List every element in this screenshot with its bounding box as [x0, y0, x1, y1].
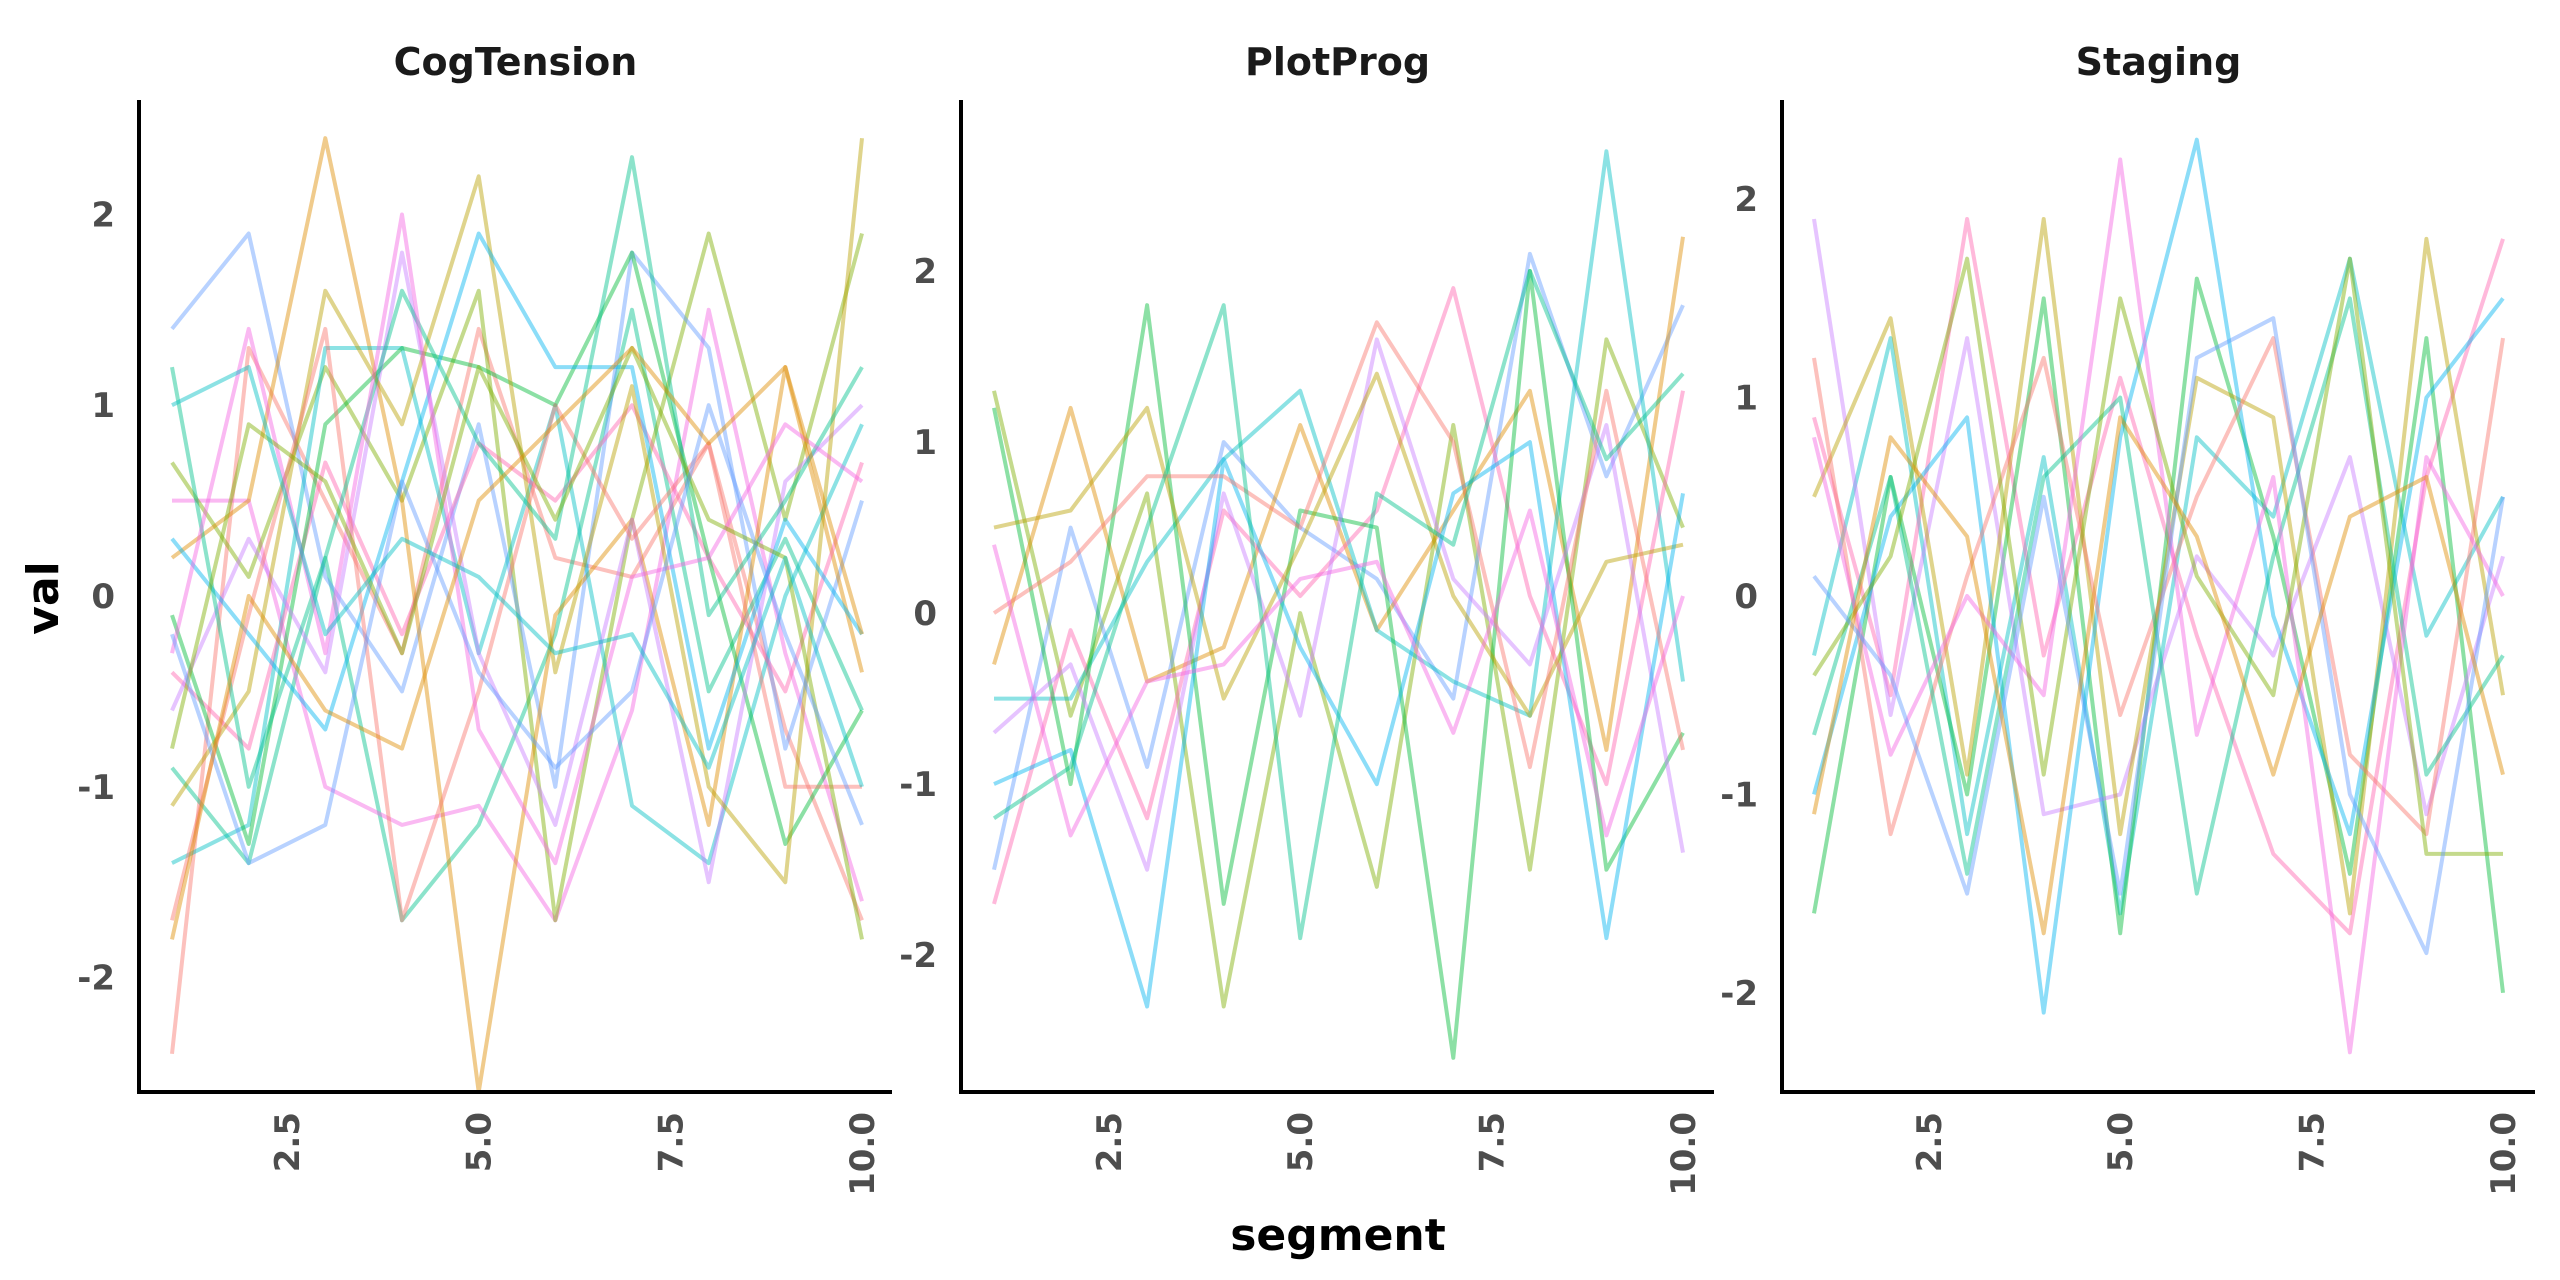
x-tick-label: 7.5 — [1473, 1112, 1513, 1172]
series-line — [170, 250, 864, 885]
series-line — [992, 251, 1685, 871]
series-line — [992, 236, 1685, 752]
y-tick-label: 1 — [1734, 379, 1758, 419]
series-line — [992, 286, 1685, 905]
y-tick-label: 0 — [1734, 577, 1758, 617]
series-line — [992, 320, 1685, 769]
series-line — [170, 346, 864, 940]
x-tick-label: 10.0 — [2484, 1112, 2524, 1196]
y-tick-label: -2 — [899, 936, 937, 976]
series-line — [170, 403, 864, 751]
series-line — [1812, 217, 2505, 936]
series-line — [1812, 276, 2505, 994]
y-tick-label: 1 — [913, 423, 937, 463]
series-line — [170, 231, 864, 789]
series-line — [170, 326, 862, 923]
x-tick-label: 5.0 — [460, 1112, 500, 1172]
y-tick-label: -2 — [1720, 974, 1758, 1014]
series-line — [992, 337, 1685, 872]
series-line — [170, 231, 864, 923]
series-line — [1812, 316, 2505, 956]
series-line — [170, 212, 864, 866]
series-line — [992, 269, 1685, 941]
series-line — [170, 307, 864, 923]
y-tick-label: 2 — [1734, 180, 1758, 220]
facet-panels: CogTension -2 -1 0 1 2 2.5 5.0 7.5 10.0 PlotProg -2… — [77, 40, 2535, 1196]
x-axis-title: segment — [1230, 1210, 1446, 1261]
series-line — [994, 149, 1685, 718]
y-tick-label: -1 — [1720, 775, 1758, 815]
series-line — [1812, 415, 2505, 936]
x-tick-label: 10.0 — [843, 1112, 883, 1196]
y-tick-label: 2 — [91, 195, 115, 235]
y-tick-label: -2 — [77, 959, 115, 999]
facet-panel-cogtension: CogTension -2 -1 0 1 2 2.5 5.0 7.5 10.0 — [77, 40, 892, 1196]
series-line — [1812, 217, 2505, 916]
x-tick-label: 5.0 — [1281, 1112, 1321, 1172]
series-line — [992, 269, 1685, 1060]
series-line — [1812, 157, 2505, 1055]
x-tick-label: 7.5 — [2293, 1112, 2333, 1172]
series-line — [170, 137, 864, 885]
series-line — [170, 155, 864, 789]
facet-title: CogTension — [394, 40, 638, 84]
facet-title: Staging — [2076, 40, 2242, 84]
facet-title: PlotProg — [1245, 40, 1430, 84]
y-tick-label: 1 — [91, 386, 115, 426]
y-tick-label: -1 — [77, 768, 115, 808]
y-tick-label: 0 — [91, 577, 115, 617]
x-tick-label: 5.0 — [2101, 1112, 2141, 1172]
series-line — [171, 365, 864, 788]
y-tick-label: -1 — [899, 765, 937, 805]
series-line — [172, 307, 864, 923]
y-tick-label: 0 — [913, 594, 937, 634]
facet-panel-staging: Staging -2 -1 0 1 2 2.5 5.0 7.5 10.0 — [1720, 40, 2535, 1196]
series-line — [170, 403, 864, 866]
series-line — [1812, 256, 2505, 916]
x-tick-label: 2.5 — [268, 1112, 308, 1172]
x-tick-label: 2.5 — [1910, 1112, 1950, 1172]
y-axis-title: val — [18, 561, 69, 634]
series-line — [170, 231, 864, 751]
series-line — [992, 337, 1685, 1009]
series-line — [170, 136, 864, 1094]
series-line — [170, 250, 864, 846]
series-line — [1812, 336, 2505, 837]
series-line — [1812, 256, 2503, 856]
series-line — [170, 346, 864, 940]
facet-panel-plotprog: PlotProg -2 -1 0 1 2 2.5 5.0 7.5 10.0 — [899, 40, 1714, 1196]
series-line — [993, 371, 1684, 718]
series-line — [1812, 137, 2505, 1015]
x-tick-label: 10.0 — [1664, 1112, 1704, 1196]
series-line — [1812, 296, 2505, 896]
y-tick-label: 2 — [913, 252, 937, 292]
series-line — [992, 508, 1685, 838]
x-tick-label: 7.5 — [651, 1112, 691, 1172]
x-tick-label: 2.5 — [1090, 1112, 1130, 1172]
series-line — [170, 326, 864, 1055]
series-line — [171, 346, 864, 866]
series-line — [993, 440, 1685, 1009]
series-line — [1812, 218, 2505, 817]
